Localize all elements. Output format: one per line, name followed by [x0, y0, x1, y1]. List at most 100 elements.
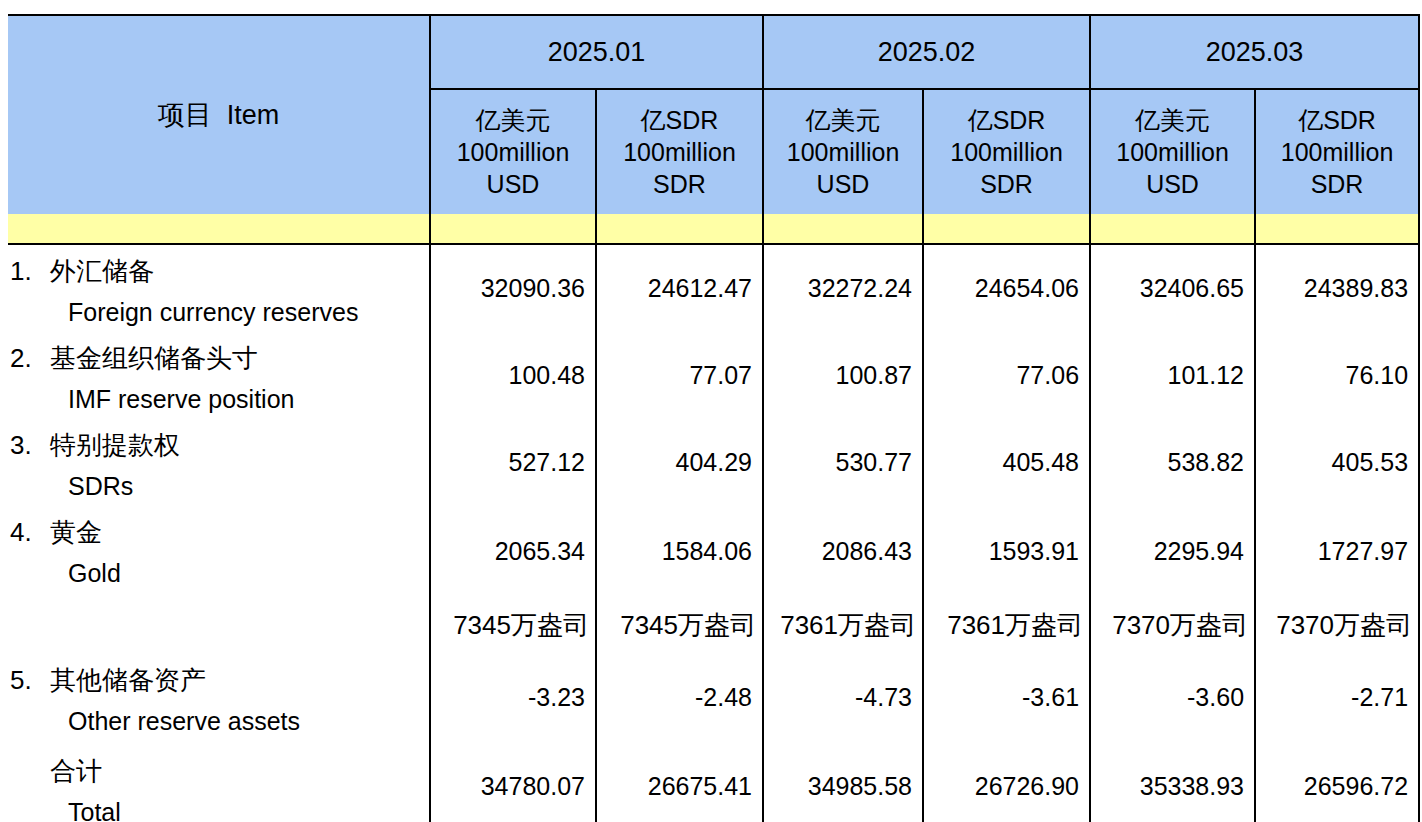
row-label-en: SDRs [8, 466, 429, 506]
row-number: 2. [8, 338, 50, 378]
unit-line: 100million [924, 136, 1089, 168]
value-cell: 405.53 [1255, 419, 1419, 506]
row-label-zh: 黄金 [50, 518, 102, 547]
value-cell: -2.48 [596, 654, 763, 741]
unit-line: 100million [431, 136, 595, 168]
row-label: 3.特别提款权 SDRs [8, 419, 430, 506]
strip-cell [1255, 214, 1419, 244]
period-2025-02: 2025.02 [763, 15, 1090, 89]
row-number: 3. [8, 425, 50, 465]
row-label-en: Total [8, 792, 429, 822]
value-cell: 26675.41 [596, 741, 763, 822]
unit-line: 100million [597, 136, 762, 168]
value-cell: 1584.06 [596, 506, 763, 596]
data-table: 项目 Item 2025.01 2025.02 2025.03 亿美元 100m… [8, 14, 1420, 822]
row-gold: 4.黄金 Gold 2065.34 1584.06 2086.43 1593.9… [8, 506, 1419, 596]
strip-cell [596, 214, 763, 244]
period-2025-03: 2025.03 [1090, 15, 1419, 89]
row-label-zh: 外汇储备 [50, 257, 154, 286]
value-cell: 7370万盎司 [1255, 596, 1419, 654]
row-label-en: Foreign currency reserves [8, 292, 429, 332]
unit-line: USD [431, 168, 595, 200]
row-label-zh: 基金组织储备头寸 [50, 344, 258, 373]
value-cell: 527.12 [430, 419, 596, 506]
unit-sdr-2025-02: 亿SDR 100million SDR [923, 89, 1090, 214]
value-cell: 7361万盎司 [923, 596, 1090, 654]
value-cell: 77.06 [923, 332, 1090, 419]
value-cell: 2065.34 [430, 506, 596, 596]
value-cell: -4.73 [763, 654, 923, 741]
value-cell: 538.82 [1090, 419, 1255, 506]
strip-cell [1090, 214, 1255, 244]
unit-line: 100million [764, 136, 922, 168]
value-cell: 34780.07 [430, 741, 596, 822]
row-label: 2.基金组织储备头寸 IMF reserve position [8, 332, 430, 419]
unit-line: 100million [1091, 136, 1254, 168]
row-gold-ounces: 7345万盎司 7345万盎司 7361万盎司 7361万盎司 7370万盎司 … [8, 596, 1419, 654]
value-cell: 77.07 [596, 332, 763, 419]
value-cell: 7370万盎司 [1090, 596, 1255, 654]
value-cell: 100.87 [763, 332, 923, 419]
value-cell: 24654.06 [923, 244, 1090, 332]
row-label: 合计 Total [8, 741, 430, 822]
row-label-en: Other reserve assets [8, 701, 429, 741]
value-cell: 26726.90 [923, 741, 1090, 822]
row-label [8, 596, 430, 654]
row-label-en: Gold [8, 553, 429, 593]
unit-sdr-2025-03: 亿SDR 100million SDR [1255, 89, 1419, 214]
value-cell: 32406.65 [1090, 244, 1255, 332]
value-cell: 1593.91 [923, 506, 1090, 596]
unit-line: 亿美元 [1091, 104, 1254, 136]
row-total: 合计 Total 34780.07 26675.41 34985.58 2672… [8, 741, 1419, 822]
value-cell: -3.23 [430, 654, 596, 741]
item-header-label: 项目 Item [158, 100, 280, 130]
unit-line: SDR [597, 168, 762, 200]
row-label-zh: 合计 [50, 757, 102, 786]
unit-line: 亿SDR [1256, 104, 1418, 136]
value-cell: 24612.47 [596, 244, 763, 332]
value-cell: -3.60 [1090, 654, 1255, 741]
unit-usd-2025-02: 亿美元 100million USD [763, 89, 923, 214]
unit-line: USD [764, 168, 922, 200]
value-cell: 35338.93 [1090, 741, 1255, 822]
value-cell: 76.10 [1255, 332, 1419, 419]
value-cell: 2295.94 [1090, 506, 1255, 596]
row-foreign-currency-reserves: 1.外汇储备 Foreign currency reserves 32090.3… [8, 244, 1419, 332]
unit-usd-2025-01: 亿美元 100million USD [430, 89, 596, 214]
row-label-zh: 其他储备资产 [50, 666, 206, 695]
row-number: 5. [8, 660, 50, 700]
unit-line: SDR [924, 168, 1089, 200]
value-cell: 1727.97 [1255, 506, 1419, 596]
strip-cell [923, 214, 1090, 244]
row-label-en: IMF reserve position [8, 379, 429, 419]
row-sdrs: 3.特别提款权 SDRs 527.12 404.29 530.77 405.48… [8, 419, 1419, 506]
value-cell: 530.77 [763, 419, 923, 506]
value-cell: 32090.36 [430, 244, 596, 332]
value-cell: -3.61 [923, 654, 1090, 741]
unit-line: 亿美元 [764, 104, 922, 136]
value-cell: 34985.58 [763, 741, 923, 822]
unit-line: 亿SDR [924, 104, 1089, 136]
row-number: 4. [8, 512, 50, 552]
official-reserve-assets-table: 项目 Item 2025.01 2025.02 2025.03 亿美元 100m… [8, 14, 1420, 822]
unit-line: 亿SDR [597, 104, 762, 136]
strip-cell [430, 214, 596, 244]
value-cell: 7345万盎司 [430, 596, 596, 654]
unit-line: USD [1091, 168, 1254, 200]
header-period-row: 项目 Item 2025.01 2025.02 2025.03 [8, 15, 1419, 89]
row-number: 1. [8, 251, 50, 291]
row-label-zh: 特别提款权 [50, 431, 180, 460]
yellow-strip-row [8, 214, 1419, 244]
value-cell: 7345万盎司 [596, 596, 763, 654]
period-2025-01: 2025.01 [430, 15, 763, 89]
value-cell: 100.48 [430, 332, 596, 419]
unit-sdr-2025-01: 亿SDR 100million SDR [596, 89, 763, 214]
row-label: 1.外汇储备 Foreign currency reserves [8, 244, 430, 332]
unit-line: SDR [1256, 168, 1418, 200]
value-cell: 7361万盎司 [763, 596, 923, 654]
strip-cell [763, 214, 923, 244]
value-cell: 404.29 [596, 419, 763, 506]
item-header-cell: 项目 Item [8, 15, 430, 214]
strip-cell [8, 214, 430, 244]
row-label: 4.黄金 Gold [8, 506, 430, 596]
